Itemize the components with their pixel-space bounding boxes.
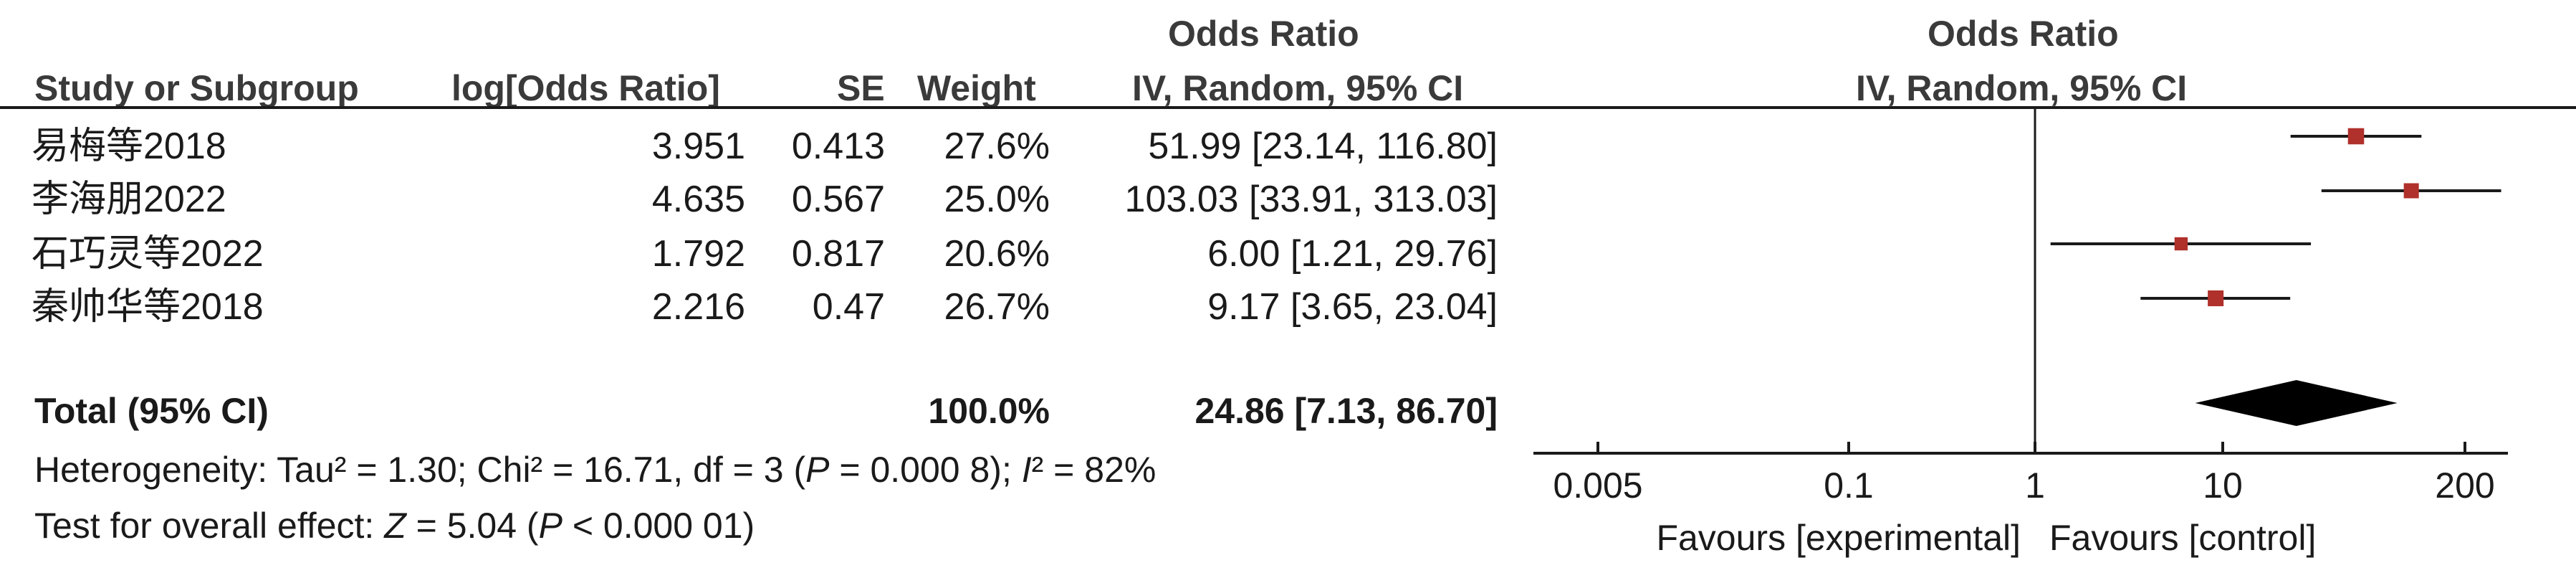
- overall-p-symbol: P: [538, 506, 562, 546]
- study-log-or: 2.216: [651, 286, 745, 328]
- study-log-or: 4.635: [651, 179, 745, 220]
- study-se: 0.413: [791, 125, 885, 167]
- heterogeneity-mid: = 0.000 8);: [829, 450, 1022, 490]
- heterogeneity-text: Heterogeneity: Tau² = 1.30; Chi² = 16.71…: [34, 452, 1156, 488]
- total-ci: 24.86 [7.13, 86.70]: [1194, 391, 1498, 431]
- plot-header-title: Odds Ratio: [1928, 14, 2119, 54]
- study-weight: 20.6%: [944, 233, 1050, 275]
- study-name: 李海朋2022: [32, 179, 226, 220]
- study-weight: 27.6%: [944, 125, 1050, 167]
- total-weight: 100.0%: [928, 391, 1050, 431]
- study-ci: 51.99 [23.14, 116.80]: [1148, 125, 1498, 167]
- study-col-header: Study or Subgroup: [34, 68, 359, 108]
- or-col-header-method: IV, Random, 95% CI: [1132, 68, 1464, 108]
- study-point-marker: [2174, 237, 2188, 251]
- total-label: Total (95% CI): [34, 391, 269, 431]
- se-col-header: SE: [837, 68, 885, 108]
- pooled-diamond: [2195, 380, 2398, 426]
- overall-suffix: < 0.000 01): [562, 506, 755, 546]
- heterogeneity-p-symbol: P: [805, 450, 830, 490]
- heterogeneity-suffix: ² = 82%: [1031, 450, 1157, 490]
- study-weight: 25.0%: [944, 179, 1050, 220]
- plot-header-method: IV, Random, 95% CI: [1856, 68, 2188, 108]
- overall-effect-text: Test for overall effect: Z = 5.04 (P < 0…: [34, 508, 755, 544]
- study-log-or: 1.792: [651, 233, 745, 275]
- study-se: 0.47: [812, 286, 885, 328]
- overall-z-symbol: Z: [384, 506, 406, 546]
- study-weight: 26.7%: [944, 286, 1050, 328]
- study-se: 0.817: [791, 233, 885, 275]
- weight-col-header: Weight: [917, 68, 1036, 108]
- study-point-marker: [2208, 290, 2224, 307]
- x-axis-tick-label: 10: [2203, 465, 2243, 506]
- study-point-marker: [2403, 183, 2419, 199]
- x-axis-tick-label: 200: [2435, 465, 2494, 506]
- x-axis-tick-label: 0.1: [1824, 465, 1874, 506]
- favours-right-label: Favours [control]: [2049, 518, 2316, 558]
- study-ci: 6.00 [1.21, 29.76]: [1207, 233, 1498, 275]
- study-point-marker: [2347, 128, 2365, 145]
- study-name: 易梅等2018: [32, 125, 226, 167]
- x-axis-tick-label: 0.005: [1553, 465, 1642, 506]
- study-ci: 103.03 [33.91, 313.03]: [1124, 179, 1498, 220]
- logor-col-header: log[Odds Ratio]: [451, 68, 720, 108]
- overall-mid: = 5.04 (: [406, 506, 539, 546]
- study-ci: 9.17 [3.65, 23.04]: [1207, 286, 1498, 328]
- study-log-or: 3.951: [651, 125, 745, 167]
- study-name: 秦帅华等2018: [32, 286, 264, 328]
- study-name: 石巧灵等2022: [32, 233, 264, 275]
- header-rule: [0, 106, 2576, 109]
- overall-prefix: Test for overall effect:: [34, 506, 385, 546]
- x-axis-tick-label: 1: [2025, 465, 2045, 506]
- heterogeneity-i-symbol: I: [1021, 450, 1032, 490]
- favours-left-label: Favours [experimental]: [1656, 518, 2021, 558]
- heterogeneity-prefix: Heterogeneity: Tau² = 1.30; Chi² = 16.71…: [34, 450, 806, 490]
- study-se: 0.567: [791, 179, 885, 220]
- forest-plot: 0.005 0.1 1 10 200 Favours [experimental] Favo…: [1533, 108, 2508, 558]
- or-col-header-title: Odds Ratio: [1168, 14, 1359, 54]
